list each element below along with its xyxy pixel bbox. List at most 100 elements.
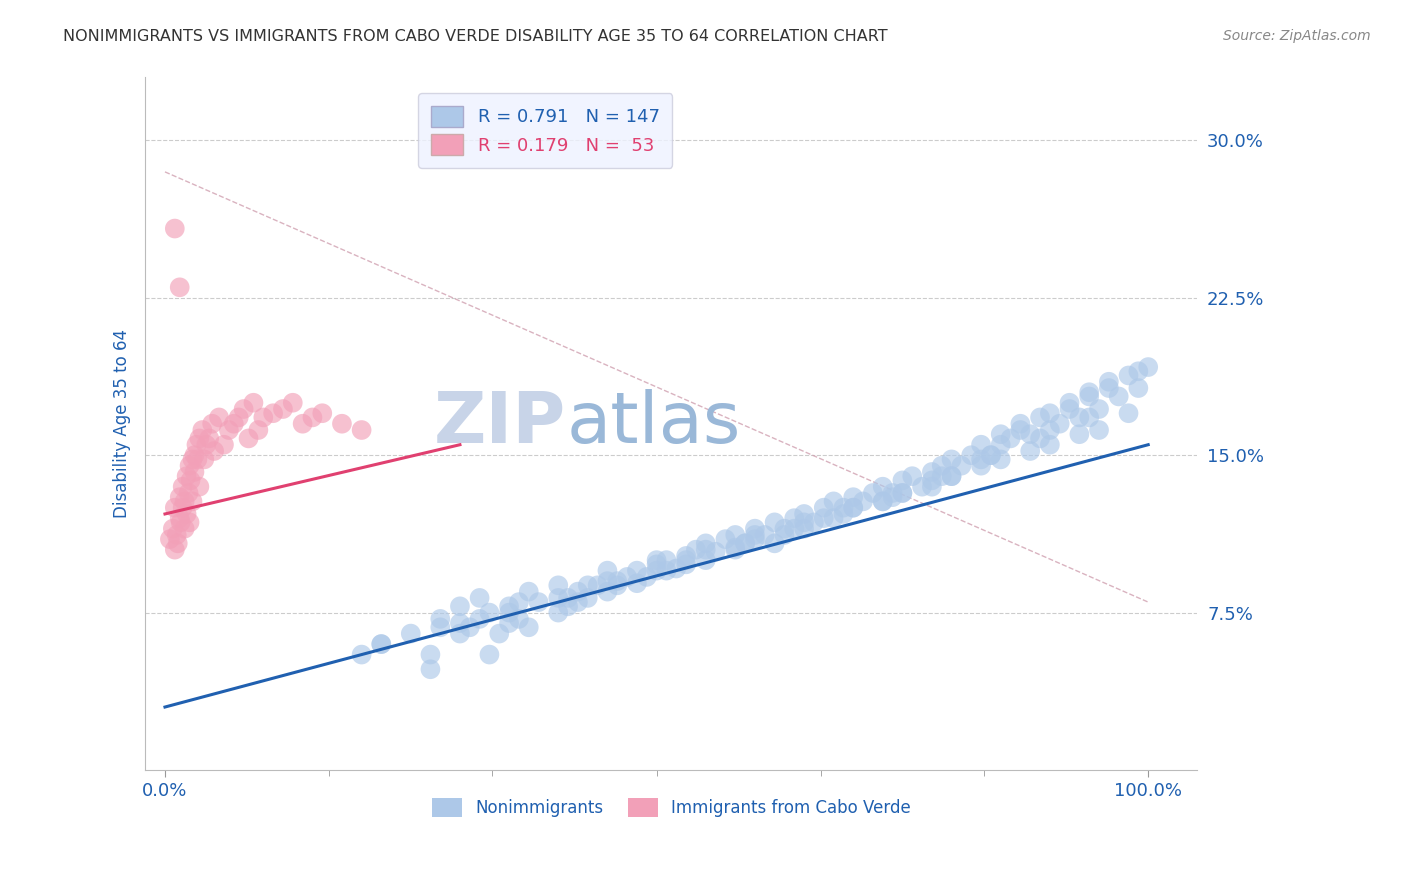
Point — [783, 522, 806, 536]
Point — [1019, 444, 1042, 458]
Point — [891, 486, 914, 500]
Point — [1098, 375, 1121, 389]
Point — [399, 626, 422, 640]
Text: NONIMMIGRANTS VS IMMIGRANTS FROM CABO VERDE DISABILITY AGE 35 TO 64 CORRELATION : NONIMMIGRANTS VS IMMIGRANTS FROM CABO VE… — [63, 29, 889, 44]
Point — [232, 402, 254, 417]
Point — [921, 474, 943, 488]
Point — [724, 528, 747, 542]
Point — [252, 410, 274, 425]
Point — [557, 591, 579, 605]
Point — [173, 494, 195, 508]
Point — [547, 578, 569, 592]
Point — [891, 474, 914, 488]
Point — [162, 522, 184, 536]
Point — [685, 542, 707, 557]
Text: Source: ZipAtlas.com: Source: ZipAtlas.com — [1223, 29, 1371, 43]
Point — [763, 536, 786, 550]
Point — [941, 452, 963, 467]
Point — [188, 480, 211, 494]
Point — [616, 570, 638, 584]
Point — [744, 532, 766, 546]
Point — [823, 494, 845, 508]
Point — [350, 423, 373, 437]
Point — [1108, 389, 1130, 403]
Point — [773, 522, 796, 536]
Point — [842, 500, 865, 515]
Point — [557, 599, 579, 614]
Point — [793, 507, 815, 521]
Point — [478, 606, 501, 620]
Point — [166, 528, 188, 542]
Point — [931, 469, 953, 483]
Point — [188, 431, 211, 445]
Point — [803, 516, 825, 530]
Point — [1029, 410, 1052, 425]
Point — [242, 395, 264, 409]
Point — [179, 516, 201, 530]
Point — [181, 452, 204, 467]
Point — [626, 576, 648, 591]
Text: ZIP: ZIP — [434, 389, 567, 458]
Point — [370, 637, 392, 651]
Point — [1069, 427, 1091, 442]
Point — [1019, 427, 1042, 442]
Point — [576, 578, 599, 592]
Point — [1049, 417, 1071, 431]
Point — [832, 500, 855, 515]
Point — [724, 542, 747, 557]
Point — [1000, 431, 1022, 445]
Point — [508, 612, 530, 626]
Point — [208, 410, 231, 425]
Point — [1010, 423, 1032, 437]
Point — [201, 417, 224, 431]
Point — [842, 490, 865, 504]
Point — [172, 480, 194, 494]
Point — [212, 438, 235, 452]
Point — [704, 545, 727, 559]
Point — [970, 438, 993, 452]
Point — [1128, 381, 1150, 395]
Point — [271, 402, 294, 417]
Point — [793, 516, 815, 530]
Point — [176, 507, 198, 521]
Point — [186, 438, 208, 452]
Point — [191, 423, 214, 437]
Point — [901, 469, 924, 483]
Point — [695, 536, 717, 550]
Point — [941, 469, 963, 483]
Point — [180, 474, 202, 488]
Point — [291, 417, 314, 431]
Point — [882, 486, 904, 500]
Point — [606, 574, 628, 588]
Point — [931, 458, 953, 473]
Point — [228, 410, 250, 425]
Point — [1088, 423, 1111, 437]
Point — [882, 490, 904, 504]
Point — [179, 458, 201, 473]
Point — [596, 574, 619, 588]
Point — [586, 578, 609, 592]
Point — [990, 427, 1012, 442]
Point — [1039, 438, 1062, 452]
Point — [222, 417, 245, 431]
Point — [941, 469, 963, 483]
Point — [655, 564, 678, 578]
Point — [498, 616, 520, 631]
Point — [872, 480, 894, 494]
Point — [1137, 359, 1160, 374]
Point — [990, 452, 1012, 467]
Point — [763, 516, 786, 530]
Point — [980, 448, 1002, 462]
Point — [1078, 385, 1101, 400]
Point — [813, 511, 835, 525]
Point — [301, 410, 323, 425]
Point — [744, 528, 766, 542]
Point — [468, 612, 491, 626]
Point — [429, 620, 451, 634]
Y-axis label: Disability Age 35 to 64: Disability Age 35 to 64 — [114, 329, 131, 518]
Point — [1069, 410, 1091, 425]
Point — [419, 662, 441, 676]
Point — [169, 280, 191, 294]
Point — [576, 591, 599, 605]
Point — [823, 511, 845, 525]
